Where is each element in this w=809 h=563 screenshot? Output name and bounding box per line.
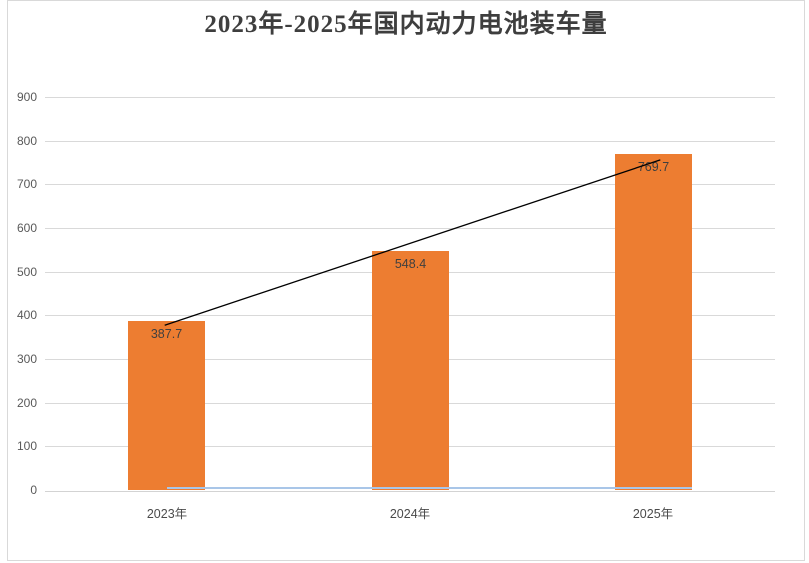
baseline-blue-line [167,487,692,489]
x-axis-line [45,491,775,492]
y-tick-label-300: 300 [16,352,37,366]
bar-2025年: 769.7 [615,154,692,490]
y-tick-label-900: 900 [16,90,37,104]
data-label-2023年: 387.7 [150,327,183,341]
y-tick-label-600: 600 [16,221,37,235]
y-tick-label-700: 700 [16,177,37,191]
x-axis-label-2024年: 2024年 [389,507,431,521]
y-tick-label-800: 800 [16,134,37,148]
gridline-900 [45,97,775,98]
y-tick-label-500: 500 [16,265,37,279]
x-axis-label-2025年: 2025年 [632,507,674,521]
y-tick-label-100: 100 [16,439,37,453]
chart-title: 2023年-2025年国内动力电池装车量 [204,11,608,38]
bar-2023年: 387.7 [128,321,205,490]
data-label-2025年: 769.7 [637,160,670,174]
x-axis-label-2023年: 2023年 [146,507,188,521]
bar-2024年: 548.4 [372,251,449,490]
y-tick-label-200: 200 [16,396,37,410]
y-tick-label-400: 400 [16,308,37,322]
y-tick-label-0: 0 [30,483,37,497]
gridline-800 [45,141,775,142]
data-label-2024年: 548.4 [394,257,427,271]
